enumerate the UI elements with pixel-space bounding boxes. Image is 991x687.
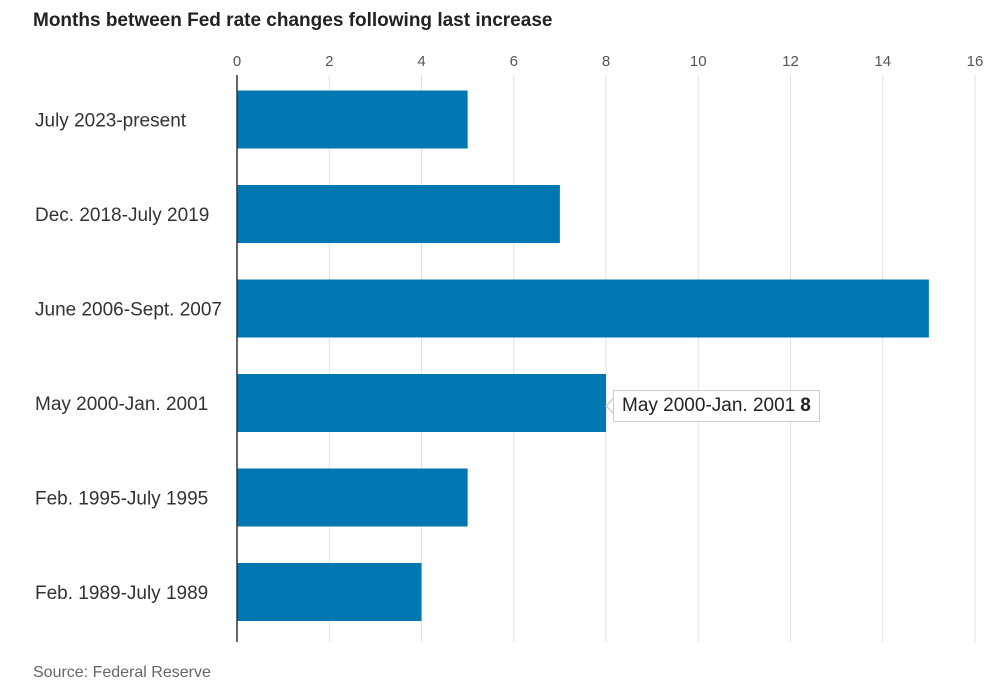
bar[interactable] [237, 468, 468, 527]
tooltip-value: 8 [800, 395, 811, 416]
chart-title: Months between Fed rate changes followin… [33, 10, 553, 31]
bar[interactable] [237, 374, 606, 432]
x-tick-label: 6 [510, 53, 518, 70]
x-tick-label: 4 [417, 53, 425, 70]
source-note: Source: Federal Reserve [33, 664, 211, 681]
bar-tooltip: May 2000-Jan. 2001 8 [613, 390, 820, 422]
gridlines [328, 75, 976, 642]
bar[interactable] [237, 90, 468, 149]
x-tick-label: 0 [233, 53, 241, 70]
bar[interactable] [237, 185, 560, 243]
bar[interactable] [237, 563, 422, 621]
x-tick-label: 8 [602, 53, 610, 70]
category-label: June 2006-Sept. 2007 [35, 300, 222, 321]
category-label: Feb. 1989-July 1989 [35, 583, 208, 604]
tooltip-label: May 2000-Jan. 2001 [622, 395, 796, 416]
category-label: Feb. 1995-July 1995 [35, 489, 208, 510]
category-label: Dec. 2018-July 2019 [35, 205, 209, 226]
category-labels: July 2023-present Dec. 2018-July 2019 June… [35, 111, 222, 605]
x-tick-label: 16 [967, 53, 984, 70]
x-tick-label: 14 [874, 53, 891, 70]
x-tick-label: 2 [325, 53, 333, 70]
x-tick-label: 12 [782, 53, 799, 70]
bar[interactable] [237, 279, 929, 338]
category-label: July 2023-present [35, 111, 187, 132]
tooltip-arrow-fill [607, 399, 614, 413]
x-axis-ticks: 0 2 4 6 8 10 12 14 16 [233, 53, 984, 70]
bars [237, 90, 929, 621]
category-label: May 2000-Jan. 2001 [35, 394, 208, 415]
x-tick-label: 10 [690, 53, 707, 70]
